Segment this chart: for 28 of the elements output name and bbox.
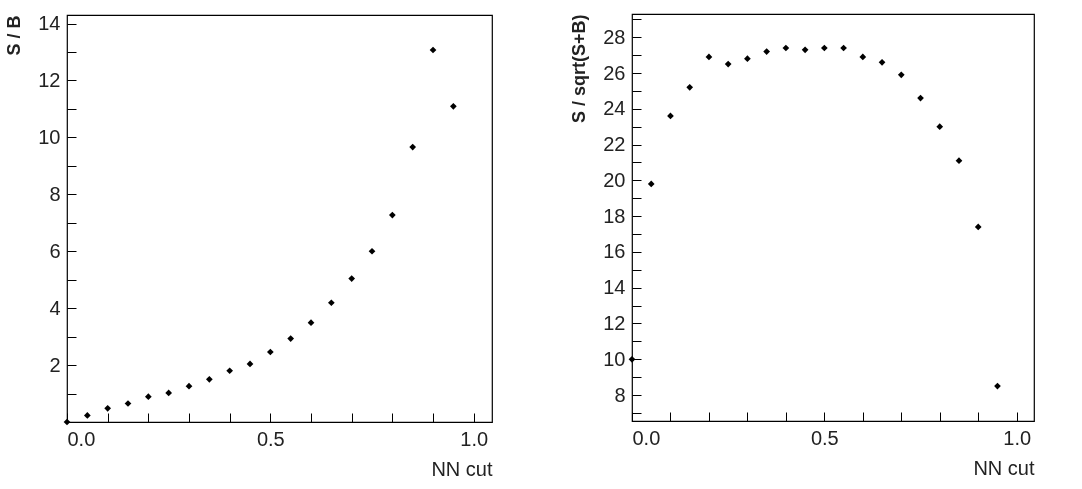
y-tick-label: 16 bbox=[603, 240, 626, 263]
y-tick-label: 4 bbox=[49, 296, 61, 319]
x-tick-label: 0.0 bbox=[632, 426, 661, 449]
y-tick-label: 28 bbox=[603, 25, 626, 48]
y-tick-label: 18 bbox=[603, 204, 626, 227]
y-tick-label: 6 bbox=[49, 239, 61, 262]
y-tick-label: 14 bbox=[603, 276, 626, 299]
y-axis-title: S / B bbox=[4, 15, 25, 56]
y-tick-label: 8 bbox=[49, 182, 61, 205]
y-tick-label: 8 bbox=[614, 383, 626, 406]
y-tick-label: 26 bbox=[603, 61, 626, 84]
y-tick-label: 10 bbox=[38, 125, 61, 148]
y-tick-label: 24 bbox=[603, 97, 626, 120]
y-tick-label: 2 bbox=[49, 353, 61, 376]
x-tick-label: 0.0 bbox=[67, 427, 96, 450]
y-axis-title: S / sqrt(S+B) bbox=[569, 14, 590, 124]
y-tick-label: 14 bbox=[38, 12, 61, 35]
y-tick-label: 10 bbox=[603, 347, 626, 370]
y-tick-label: 12 bbox=[603, 312, 626, 334]
x-tick-label: 1.0 bbox=[460, 427, 489, 450]
x-axis-title: NN cut bbox=[431, 457, 493, 480]
y-tick-label: 12 bbox=[38, 68, 61, 91]
x-tick-label: 0.5 bbox=[810, 426, 839, 449]
x-axis-title: NN cut bbox=[973, 456, 1035, 479]
x-tick-label: 0.5 bbox=[256, 427, 285, 450]
x-tick-label: 1.0 bbox=[1003, 426, 1032, 449]
y-tick-label: 20 bbox=[603, 168, 626, 191]
y-tick-label: 22 bbox=[603, 133, 626, 156]
